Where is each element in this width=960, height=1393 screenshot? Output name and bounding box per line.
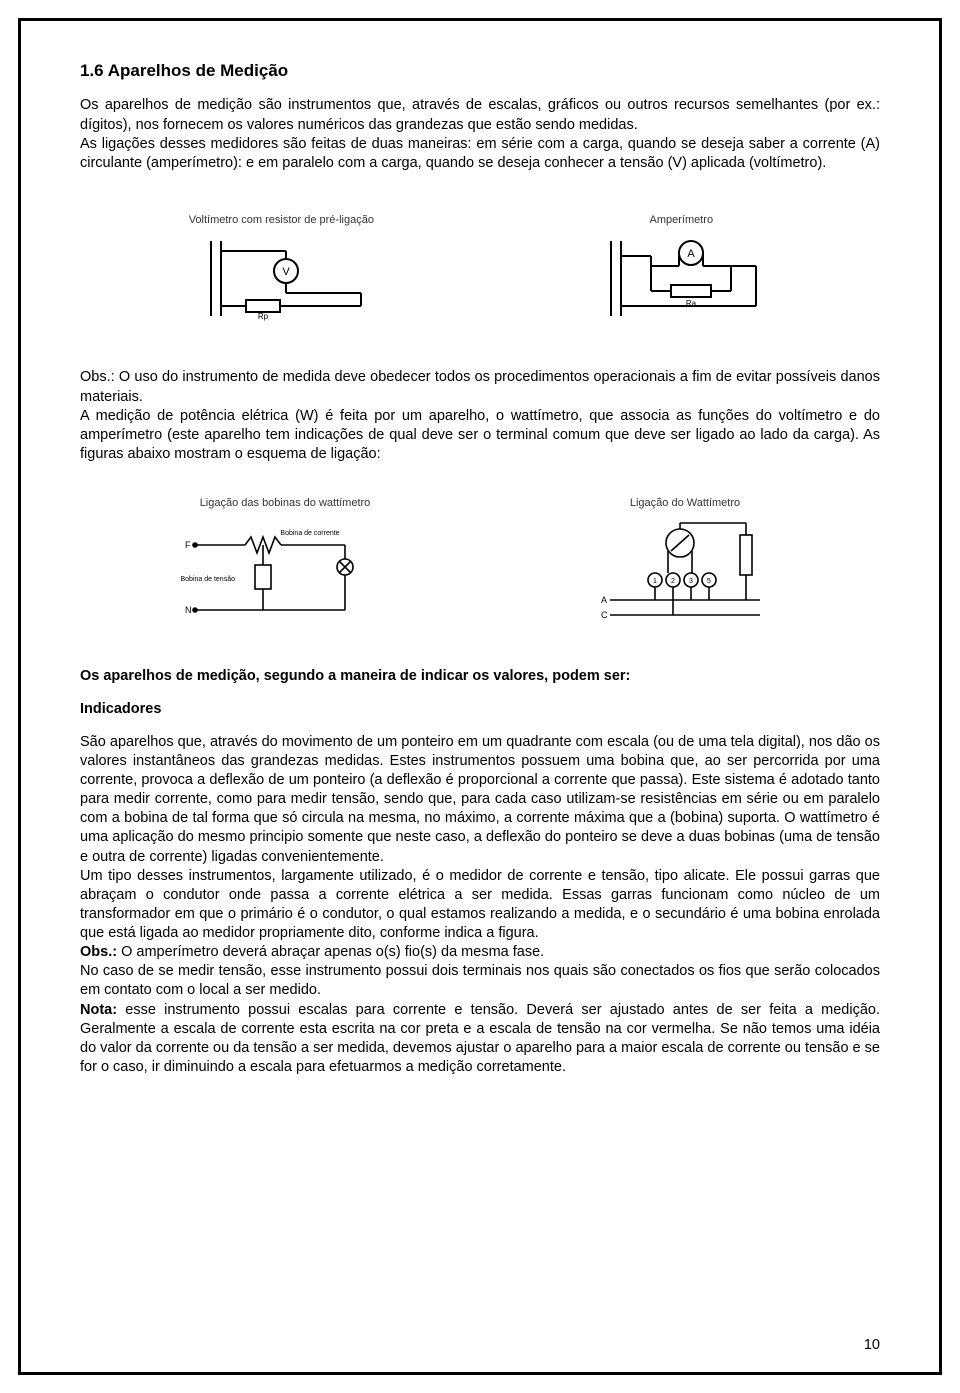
diagram-wattmeter-connection-label: Ligação do Wattímetro [630,496,740,511]
diagram-ammeter-label: Amperímetro [650,213,714,228]
diagram-voltmeter: Voltímetro com resistor de pré-ligação [189,213,374,327]
diagram-voltmeter-label: Voltímetro com resistor de pré-ligação [189,213,374,228]
paragraph-nota: Nota: esse instrumento possui escalas pa… [80,1001,880,1078]
paragraph-intro-2: As ligações desses medidores são feitas … [80,135,880,173]
c-terminal-label: C [601,610,608,620]
wattmeter-coils-schematic-icon: F N Bobina de corrente Bobina de tensão [175,515,395,625]
wattmeter-connection-schematic-icon: 1 2 3 5 A C [585,515,785,635]
obs2-prefix: Obs.: [80,944,117,960]
voltmeter-schematic-icon: V Rp [191,231,371,326]
paragraph-wattmeter: A medição de potência elétrica (W) é fei… [80,407,880,464]
subheading-indicadores: Indicadores [80,700,880,719]
a-terminal-label: A [601,595,607,605]
paragraph-intro-1: Os aparelhos de medição são instrumentos… [80,96,880,134]
ammeter-schematic-icon: A Ra [591,231,771,326]
terminal-1: 1 [653,578,657,585]
diagram-wattmeter-coils-label: Ligação das bobinas do wattímetro [200,496,371,511]
heading-classification: Os aparelhos de medição, segundo a manei… [80,667,880,686]
voltage-coil-label: Bobina de tensão [181,576,236,583]
current-coil-label: Bobina de corrente [280,530,339,537]
terminal-2: 2 [671,578,675,585]
terminal-3: 3 [689,578,693,585]
diagrams-row-1: Voltímetro com resistor de pré-ligação [80,213,880,327]
paragraph-tension-case: No caso de se medir tensão, esse instrum… [80,962,880,1000]
page-number: 10 [864,1337,880,1353]
content-area: 1.6 Aparelhos de Medição Os aparelhos de… [80,60,880,1077]
f-terminal-label: F [185,540,191,550]
n-terminal-label: N [185,605,192,615]
obs2-text: O amperímetro deverá abraçar apenas o(s)… [117,944,544,960]
diagrams-row-2: Ligação das bobinas do wattímetro [80,496,880,635]
paragraph-indicadores-2: Um tipo desses instrumentos, largamente … [80,867,880,944]
nota-prefix: Nota: [80,1002,117,1018]
paragraph-indicadores-1: São aparelhos que, através do movimento … [80,733,880,867]
obs-prefix: Obs.: [80,369,115,385]
diagram-wattmeter-connection: Ligação do Wattímetro [585,496,785,635]
nota-text: esse instrumento possui escalas para cor… [80,1002,880,1075]
terminal-5: 5 [707,578,711,585]
diagram-wattmeter-coils: Ligação das bobinas do wattímetro [175,496,395,625]
paragraph-obs2: Obs.: O amperímetro deverá abraçar apena… [80,943,880,962]
diagram-ammeter: Amperímetro [591,213,771,327]
section-title: 1.6 Aparelhos de Medição [80,60,880,82]
resistor-rp-label: Rp [258,312,269,321]
meter-a-letter: A [688,248,696,260]
obs-text: O uso do instrumento de medida deve obed… [80,369,880,404]
page: 1.6 Aparelhos de Medição Os aparelhos de… [0,0,960,1393]
meter-v-letter: V [283,266,291,278]
paragraph-obs: Obs.: O uso do instrumento de medida dev… [80,368,880,406]
resistor-ra-label: Ra [686,299,697,308]
